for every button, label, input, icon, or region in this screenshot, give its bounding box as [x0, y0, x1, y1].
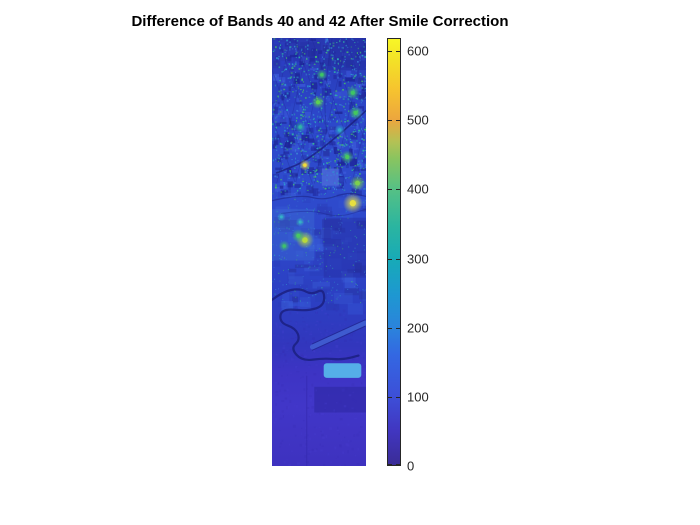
- colorbar-tick-label: 500: [407, 112, 429, 128]
- colorbar-tick-mark: [396, 120, 400, 122]
- colorbar-tick-mark: [388, 396, 392, 398]
- colorbar-tick-label: 600: [407, 43, 429, 59]
- colorbar-tick-mark: [388, 120, 392, 122]
- colorbar-tick-mark: [388, 51, 392, 53]
- band-difference-heatmap-image: [272, 38, 366, 466]
- colorbar-tick-mark: [396, 51, 400, 53]
- colorbar-tick-mark: [388, 464, 392, 465]
- colorbar-tick-label: 100: [407, 389, 429, 405]
- colorbar: [387, 38, 401, 466]
- colorbar-tick-mark: [396, 258, 400, 260]
- colorbar-tick-label: 300: [407, 251, 429, 267]
- colorbar-tick-labels: 0 100 200 300 400 500 600: [407, 38, 457, 474]
- colorbar-tick-mark: [396, 189, 400, 191]
- colorbar-tick-mark: [388, 189, 392, 191]
- figure-title: Difference of Bands 40 and 42 After Smil…: [131, 13, 509, 30]
- colorbar-tick-mark: [388, 327, 392, 329]
- colorbar-tick-mark: [396, 327, 400, 329]
- colorbar-tick-label: 400: [407, 181, 429, 197]
- colorbar-tick-mark: [396, 464, 400, 465]
- colorbar-tick-label: 200: [407, 320, 429, 336]
- colorbar-tick-label: 0: [407, 458, 415, 474]
- colorbar-gradient: [388, 39, 400, 465]
- colorbar-tick-mark: [396, 396, 400, 398]
- colorbar-tick-mark: [388, 258, 392, 260]
